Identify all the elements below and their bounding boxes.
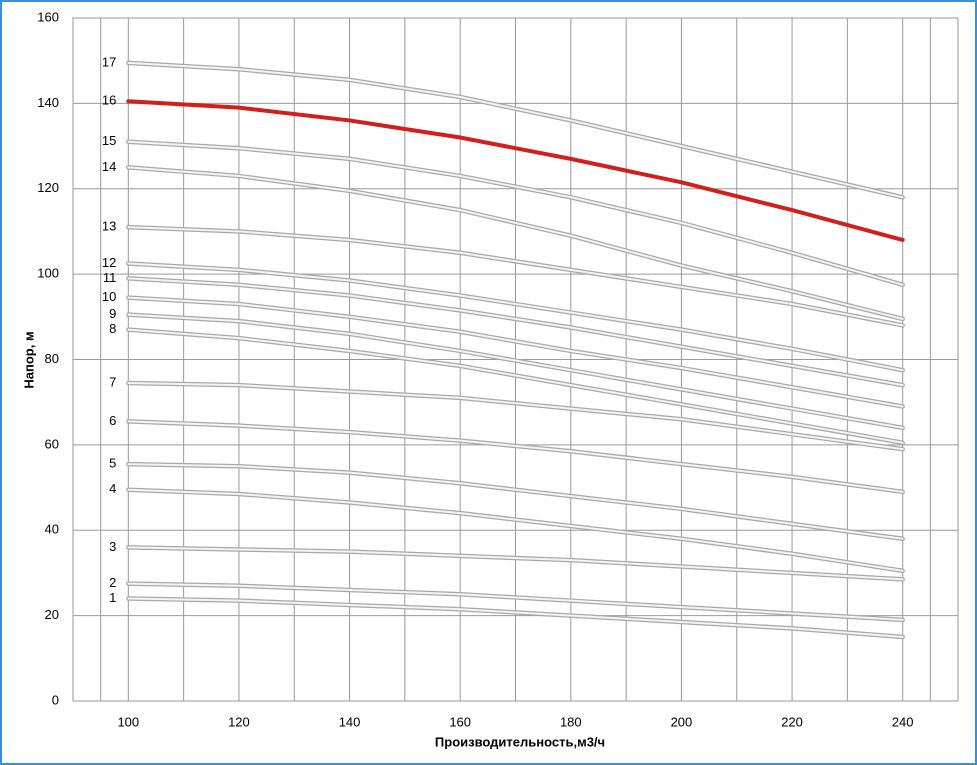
y-tick-label: 80 [45,351,59,366]
curve-label: 3 [109,539,116,554]
curve-label: 4 [109,481,116,496]
curve-inner [127,166,904,320]
curve-inner [127,463,904,540]
curve-inner [127,488,904,572]
curve-inner [127,420,904,493]
x-tick-label: 120 [228,714,250,729]
curve-inner [127,328,904,444]
y-tick-label: 160 [37,9,59,24]
curve-inner [127,597,904,638]
x-tick-label: 100 [117,714,139,729]
curve-inner [127,226,904,327]
y-tick-label: 60 [45,436,59,451]
curve-inner [127,262,904,372]
y-tick-label: 0 [52,692,59,707]
x-tick-label: 140 [339,714,361,729]
curve-label: 8 [109,321,116,336]
y-tick-label: 100 [37,266,59,281]
curve-label: 13 [102,219,116,234]
curve-label: 10 [102,289,116,304]
curve-label: 1 [109,590,116,605]
curve-inner [127,61,904,199]
y-axis-title: Напор, м [21,331,36,388]
x-tick-label: 240 [892,714,914,729]
curve-label: 17 [102,54,116,69]
curve-inner [127,140,904,286]
curve-inner [127,381,904,451]
curve [126,99,905,242]
curve-label: 15 [102,133,116,148]
curve-label: 12 [102,255,116,270]
curve-label: 11 [103,270,117,285]
curve-label: 16 [102,93,116,108]
curve-label: 6 [109,413,116,428]
y-tick-label: 40 [45,522,59,537]
x-tick-label: 220 [781,714,803,729]
y-tick-label: 20 [45,607,59,622]
x-tick-label: 180 [560,714,582,729]
curve-label: 9 [109,306,116,321]
y-tick-label: 120 [37,180,59,195]
curve-label: 2 [109,575,116,590]
x-tick-label: 160 [449,714,471,729]
curve-label: 14 [102,159,116,174]
curve-inner [127,277,904,387]
x-axis-title: Производительность,м3/ч [435,734,605,749]
x-tick-label: 200 [671,714,693,729]
y-tick-label: 140 [37,95,59,110]
curve-inner [127,546,904,581]
curve-inner [127,582,904,621]
curve-label: 7 [109,374,116,389]
curve-inner [127,296,904,408]
curve-label: 5 [109,456,116,471]
curve-inner [127,313,904,429]
